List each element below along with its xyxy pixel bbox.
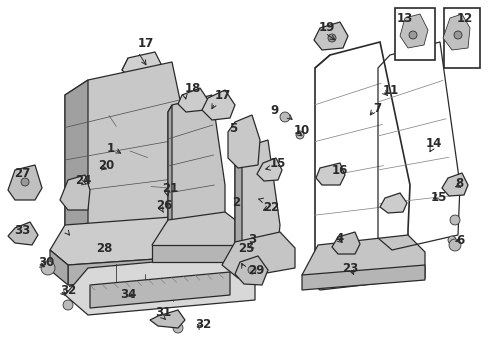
Polygon shape bbox=[400, 14, 428, 48]
Text: 19: 19 bbox=[319, 21, 335, 33]
Text: 33: 33 bbox=[14, 224, 30, 237]
Polygon shape bbox=[332, 232, 360, 254]
Text: 8: 8 bbox=[455, 176, 463, 189]
Polygon shape bbox=[90, 272, 230, 308]
Polygon shape bbox=[302, 265, 425, 290]
Text: 15: 15 bbox=[431, 190, 447, 203]
Polygon shape bbox=[228, 115, 260, 168]
Polygon shape bbox=[443, 14, 470, 50]
Polygon shape bbox=[168, 105, 172, 232]
Text: 24: 24 bbox=[75, 174, 91, 186]
Polygon shape bbox=[152, 245, 242, 262]
Text: 34: 34 bbox=[120, 288, 136, 302]
Polygon shape bbox=[316, 163, 345, 185]
Polygon shape bbox=[202, 90, 235, 120]
Text: 32: 32 bbox=[60, 284, 76, 297]
Text: 4: 4 bbox=[335, 231, 343, 244]
Text: 12: 12 bbox=[457, 12, 473, 24]
Polygon shape bbox=[68, 255, 215, 285]
Polygon shape bbox=[65, 255, 255, 315]
Text: 10: 10 bbox=[294, 123, 310, 136]
Text: 3: 3 bbox=[248, 233, 256, 246]
Text: 21: 21 bbox=[162, 181, 178, 194]
Polygon shape bbox=[65, 62, 198, 240]
Polygon shape bbox=[60, 175, 90, 210]
Text: 22: 22 bbox=[263, 201, 279, 213]
Polygon shape bbox=[50, 250, 68, 285]
Text: 30: 30 bbox=[38, 256, 54, 270]
Circle shape bbox=[296, 131, 304, 139]
Circle shape bbox=[449, 239, 461, 251]
Text: 17: 17 bbox=[138, 36, 154, 50]
Polygon shape bbox=[302, 235, 425, 290]
Text: 15: 15 bbox=[270, 157, 286, 170]
Circle shape bbox=[454, 31, 462, 39]
Text: 23: 23 bbox=[342, 261, 358, 274]
Text: 26: 26 bbox=[156, 198, 172, 212]
Circle shape bbox=[280, 112, 290, 122]
Text: 25: 25 bbox=[238, 242, 254, 255]
Circle shape bbox=[450, 215, 460, 225]
Polygon shape bbox=[50, 215, 215, 265]
Circle shape bbox=[41, 261, 55, 275]
Text: 2: 2 bbox=[232, 195, 240, 208]
Polygon shape bbox=[152, 212, 242, 258]
Text: 27: 27 bbox=[14, 166, 30, 180]
Circle shape bbox=[409, 31, 417, 39]
Text: 5: 5 bbox=[229, 122, 237, 135]
Polygon shape bbox=[222, 232, 295, 278]
Text: 16: 16 bbox=[332, 163, 348, 176]
Polygon shape bbox=[178, 88, 208, 112]
Text: 29: 29 bbox=[248, 264, 265, 276]
Text: 18: 18 bbox=[185, 81, 201, 95]
Polygon shape bbox=[235, 140, 280, 252]
Text: 28: 28 bbox=[96, 242, 112, 255]
Circle shape bbox=[63, 300, 73, 310]
Text: 6: 6 bbox=[456, 234, 464, 247]
Circle shape bbox=[248, 266, 256, 274]
Circle shape bbox=[328, 34, 336, 42]
Text: 17: 17 bbox=[215, 89, 231, 102]
Polygon shape bbox=[380, 193, 407, 213]
Text: 7: 7 bbox=[373, 102, 381, 114]
Circle shape bbox=[173, 323, 183, 333]
Text: 11: 11 bbox=[383, 84, 399, 96]
Polygon shape bbox=[8, 222, 38, 245]
Bar bbox=[395, 8, 435, 60]
Text: 32: 32 bbox=[195, 319, 211, 332]
Text: 1: 1 bbox=[107, 141, 115, 154]
Text: 9: 9 bbox=[271, 104, 279, 117]
Polygon shape bbox=[257, 158, 282, 181]
Bar bbox=[444, 8, 480, 68]
Text: 14: 14 bbox=[426, 136, 442, 149]
Polygon shape bbox=[168, 95, 225, 232]
Polygon shape bbox=[150, 310, 185, 328]
Polygon shape bbox=[8, 165, 42, 200]
Circle shape bbox=[21, 178, 29, 186]
Circle shape bbox=[448, 236, 456, 244]
Polygon shape bbox=[65, 80, 88, 240]
Polygon shape bbox=[235, 148, 242, 252]
Polygon shape bbox=[314, 22, 348, 50]
Polygon shape bbox=[235, 256, 268, 285]
Polygon shape bbox=[122, 52, 163, 80]
Text: 13: 13 bbox=[397, 12, 413, 24]
Text: 31: 31 bbox=[155, 306, 171, 320]
Polygon shape bbox=[442, 173, 468, 196]
Text: 20: 20 bbox=[98, 158, 114, 171]
